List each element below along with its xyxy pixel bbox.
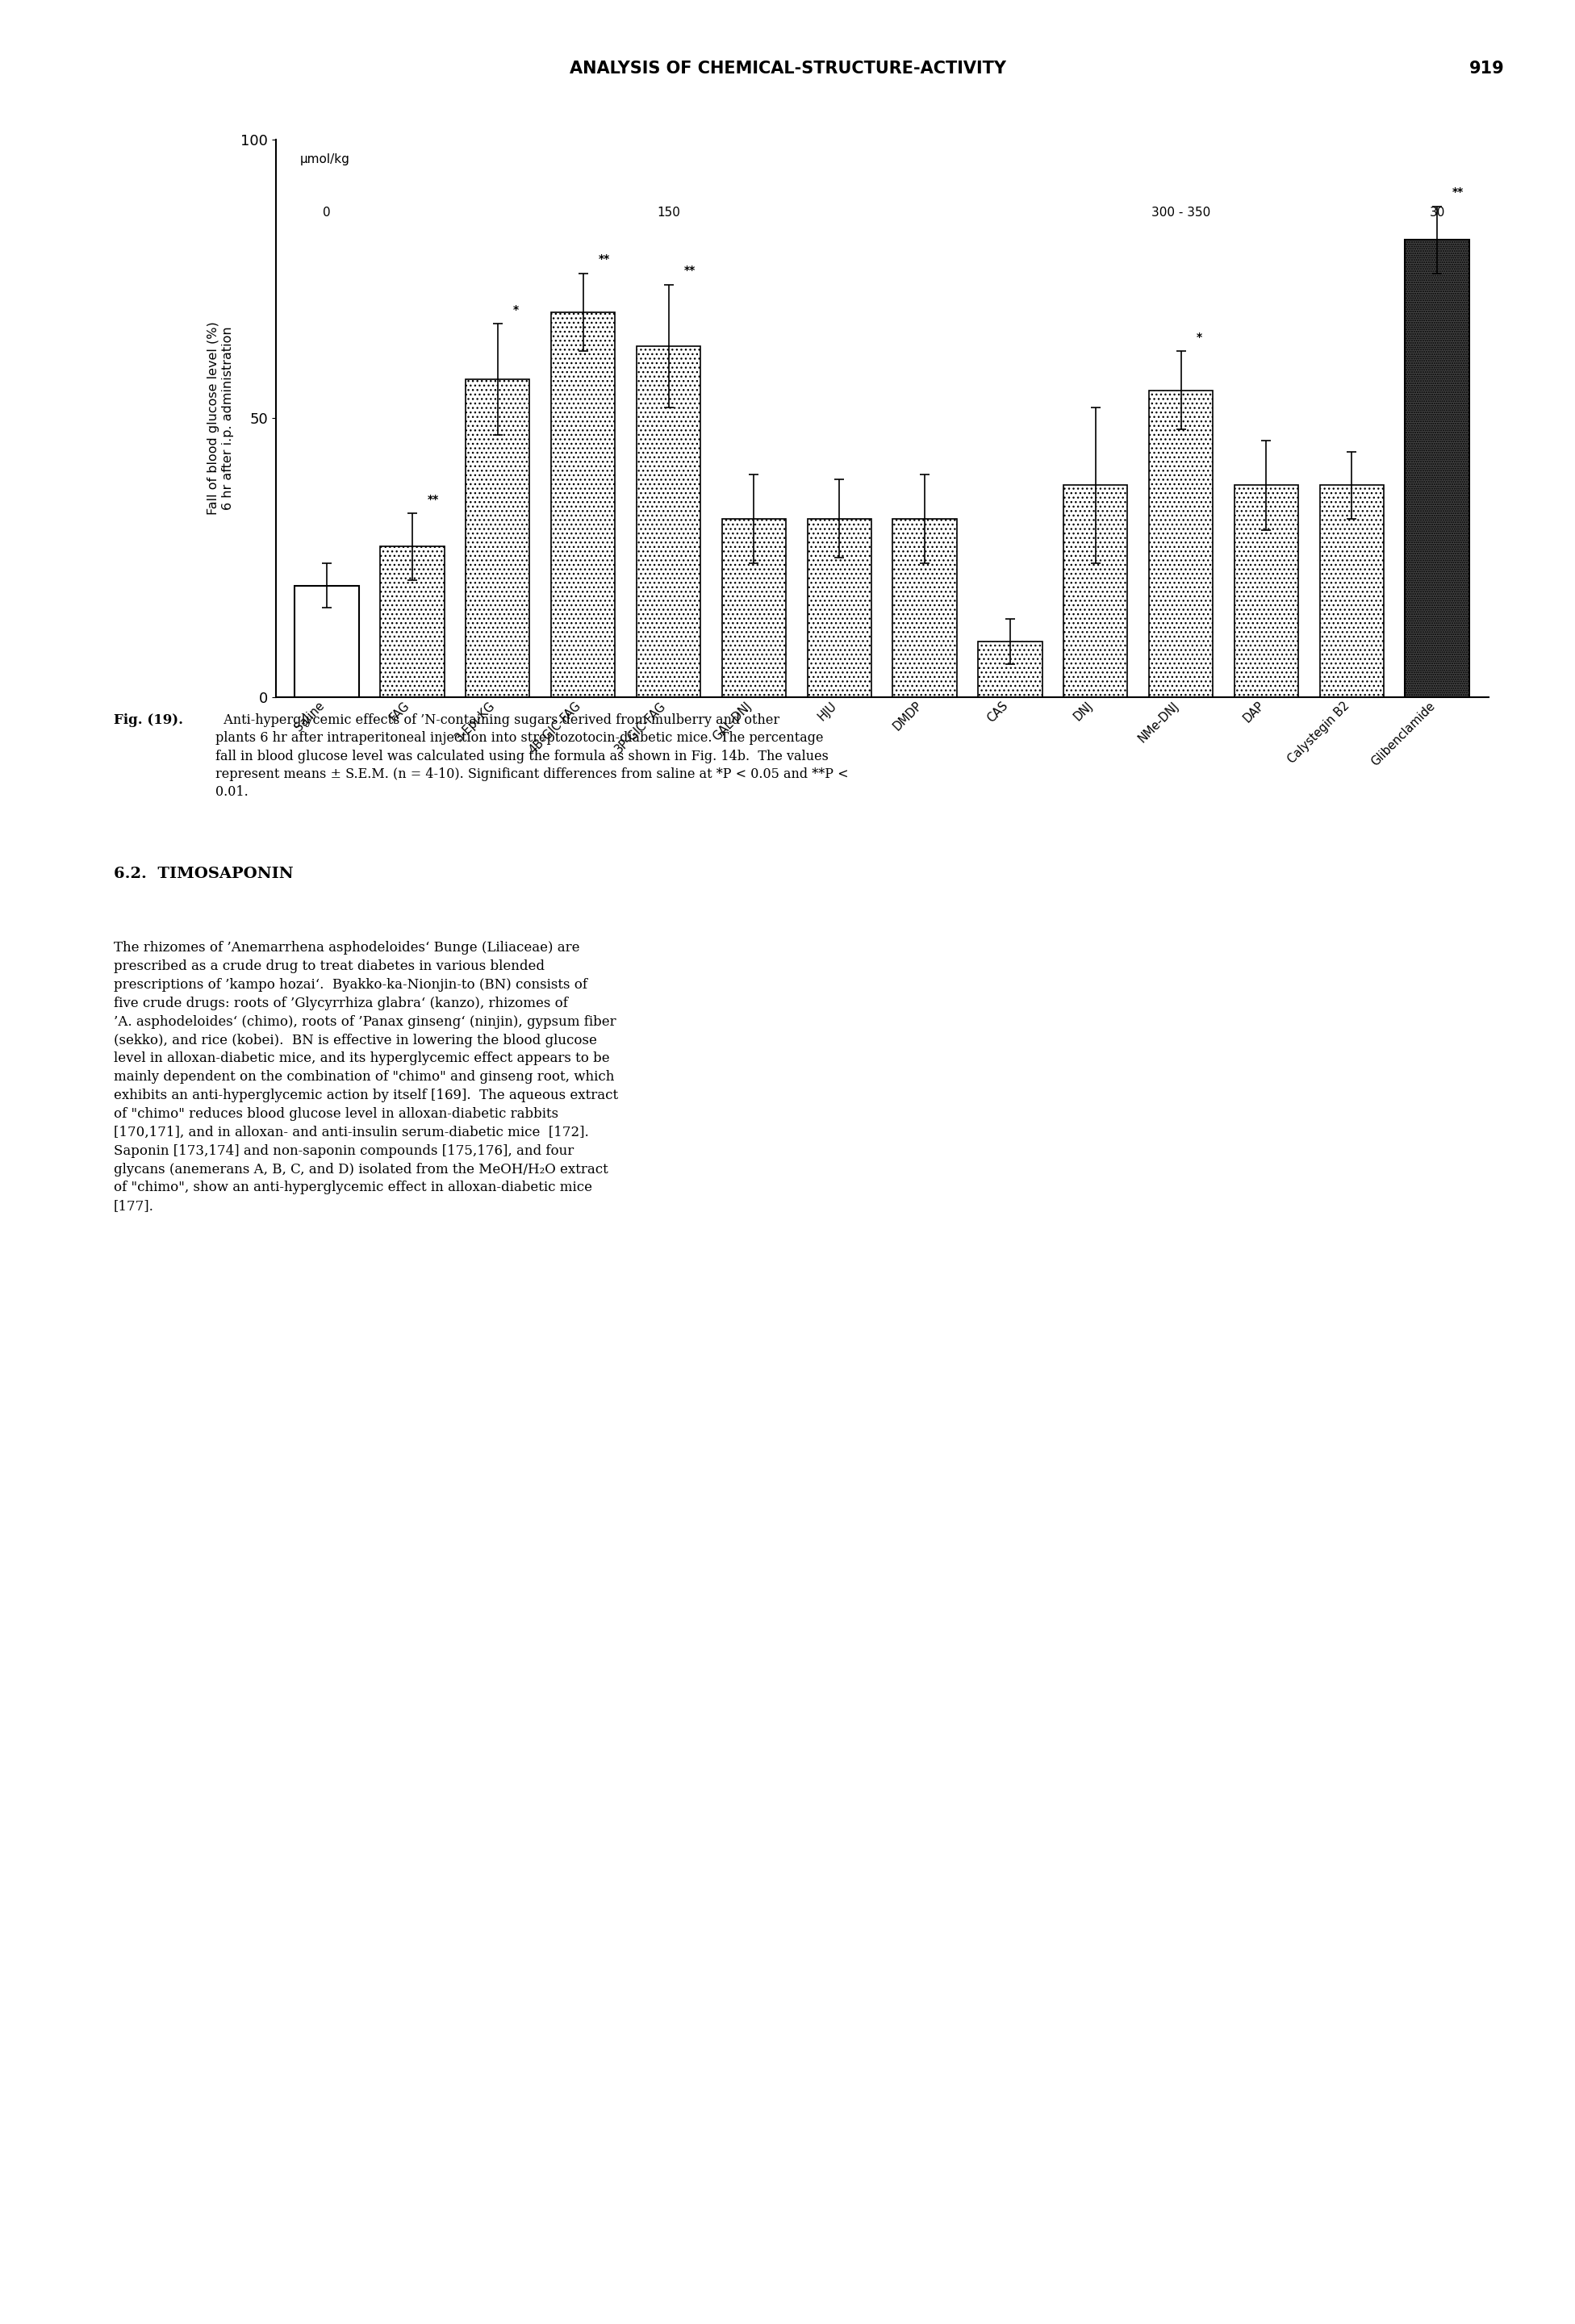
Text: 30: 30 — [1430, 207, 1444, 218]
Bar — [808, 518, 871, 697]
Text: Fig. (19).: Fig. (19). — [113, 713, 183, 727]
Bar — [978, 641, 1043, 697]
Text: ANALYSIS OF CHEMICAL-STRUCTURE-ACTIVITY: ANALYSIS OF CHEMICAL-STRUCTURE-ACTIVITY — [569, 60, 1006, 77]
Y-axis label: Fall of blood glucose level (%)
6 hr after i.p. administration: Fall of blood glucose level (%) 6 hr aft… — [208, 321, 233, 516]
Bar — [1235, 486, 1298, 697]
Text: 150: 150 — [657, 207, 680, 218]
Bar — [1063, 486, 1128, 697]
Bar — [380, 546, 444, 697]
Bar — [1405, 239, 1469, 697]
Bar — [721, 518, 786, 697]
Bar — [636, 346, 701, 697]
Text: *: * — [513, 304, 518, 316]
Text: The rhizomes of ’Anemarrhena asphodeloides‘ Bunge (Liliaceae) are
prescribed as : The rhizomes of ’Anemarrhena asphodeloid… — [113, 941, 617, 1213]
Bar — [295, 586, 359, 697]
Bar — [551, 311, 616, 697]
Text: 6.2.  TIMOSAPONIN: 6.2. TIMOSAPONIN — [113, 867, 293, 881]
Text: 919: 919 — [1469, 60, 1504, 77]
Text: Anti-hyperglycemic effects of ’N-containing sugars derived from mulberry and oth: Anti-hyperglycemic effects of ’N-contain… — [216, 713, 849, 799]
Text: 0: 0 — [323, 207, 331, 218]
Bar — [1320, 486, 1384, 697]
Text: **: ** — [1452, 186, 1465, 198]
Text: **: ** — [428, 493, 439, 504]
Bar — [466, 379, 529, 697]
Text: **: ** — [598, 253, 610, 265]
Bar — [1148, 390, 1213, 697]
Text: *: * — [1197, 332, 1202, 344]
Text: **: ** — [684, 265, 695, 277]
Text: 300 - 350: 300 - 350 — [1151, 207, 1211, 218]
Bar — [893, 518, 956, 697]
Text: μmol/kg: μmol/kg — [299, 153, 350, 165]
